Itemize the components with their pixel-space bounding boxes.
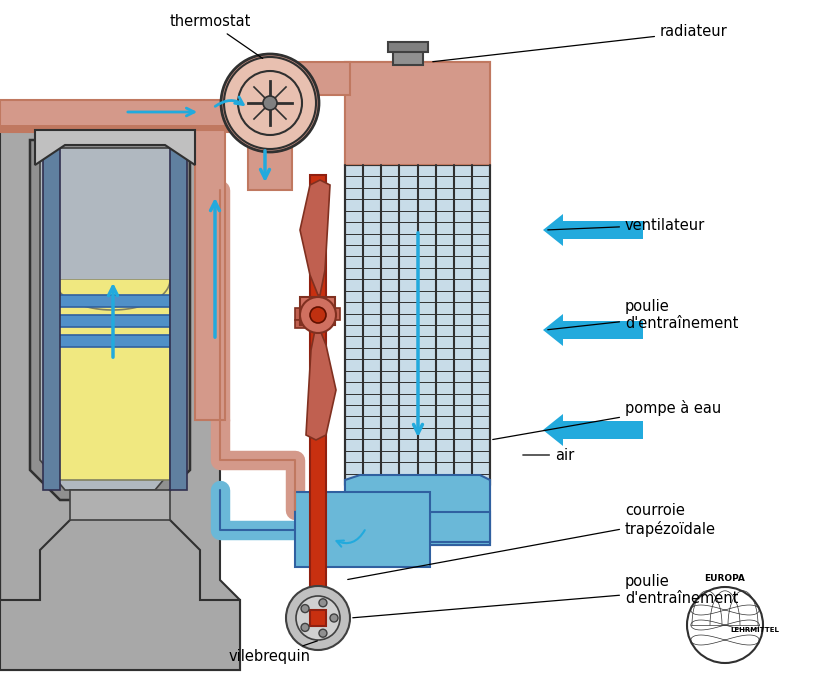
Polygon shape [0,500,240,670]
Bar [170,148,187,490]
Circle shape [224,57,316,149]
Polygon shape [345,62,490,165]
Text: poulie
d'entraînement: poulie d'entraînement [353,573,739,618]
Bar [295,492,430,567]
Bar [55,315,170,327]
Bar [345,165,490,485]
Bar [295,320,315,328]
Text: pompe à eau: pompe à eau [493,400,722,440]
Polygon shape [345,475,490,545]
Polygon shape [543,314,643,346]
Bar [0,125,295,133]
Circle shape [296,596,340,640]
Circle shape [221,54,319,152]
Bar [430,512,490,542]
Polygon shape [30,140,190,500]
Bar [345,62,490,165]
Bar [0,100,295,132]
Circle shape [687,587,763,663]
Circle shape [301,604,309,613]
Text: air: air [523,447,574,462]
Polygon shape [35,130,195,165]
Text: EUROPA: EUROPA [704,574,745,583]
Bar [295,308,340,320]
Polygon shape [0,130,240,670]
Text: radiateur: radiateur [432,25,728,62]
Circle shape [310,307,326,323]
Bar [248,130,292,190]
Text: ventilateur: ventilateur [548,217,705,233]
Text: vilebrequin: vilebrequin [229,641,318,665]
Circle shape [330,614,338,622]
Circle shape [319,629,327,637]
Bar [43,148,60,490]
Circle shape [319,599,327,607]
Circle shape [300,297,336,333]
Bar [393,47,423,65]
Polygon shape [543,214,643,246]
Circle shape [286,586,350,650]
Bar [55,335,170,347]
Bar [345,480,490,545]
Polygon shape [543,414,643,446]
Text: LEHRMITTEL: LEHRMITTEL [730,627,779,633]
Bar [70,490,170,520]
Circle shape [263,96,277,110]
Bar [310,610,326,626]
Circle shape [301,624,309,631]
Bar [300,297,335,325]
Bar [310,175,326,645]
Bar [55,295,170,307]
Bar [290,62,350,95]
Polygon shape [306,325,336,440]
Text: thermostat: thermostat [170,14,263,58]
Polygon shape [40,148,180,490]
Bar [388,42,428,52]
Text: poulie
d'entraînement: poulie d'entraînement [548,299,739,331]
Bar [55,280,170,480]
Polygon shape [300,180,330,295]
Text: courroie
trapézoïdale: courroie trapézoïdale [348,504,716,580]
Bar [195,130,225,420]
